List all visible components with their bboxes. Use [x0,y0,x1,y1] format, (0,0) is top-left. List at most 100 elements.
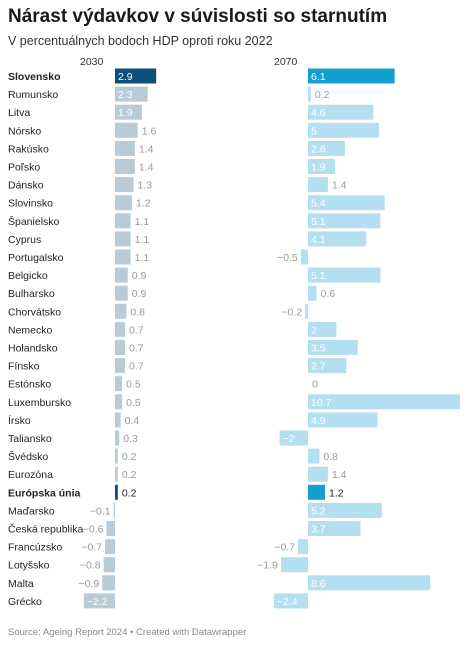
bar-2030-taliansko [115,430,120,446]
bar-2030-portugalsko [115,249,131,265]
bar-2070-europska-unia [308,484,326,500]
category-label-polsko: Poľsko [8,162,40,174]
value-label-2070-slovinsko: 5.4 [311,198,326,210]
value-label-2030-norsko: 1.6 [142,125,157,137]
bar-2030-finsko [115,358,125,374]
value-label-2030-litva: 1.9 [118,107,133,119]
value-label-2070-spanielsko: 5.1 [311,216,326,228]
value-label-2030-rumunsko: 2.3 [118,89,133,101]
bar-2030-slovinsko [115,195,133,211]
value-label-2070-norsko: 5 [311,125,317,137]
bar-2070-malta [308,575,431,591]
value-label-2070-bulharsko: 0.6 [321,288,336,300]
bar-2070-slovinsko [308,195,385,211]
category-label-chorvatsko: Chorvátsko [8,306,61,318]
category-label-ceska-republika: Česká republika [8,523,83,536]
category-label-madarsko: Maďarsko [8,505,55,517]
value-label-2030-luxembursko: 0.5 [126,397,141,409]
category-label-luxembursko: Luxembursko [8,397,71,409]
column-header-2070: 2070 [274,56,298,68]
category-label-portugalsko: Portugalsko [8,252,64,264]
value-label-2070-nemecko: 2 [311,324,317,336]
bar-2030-rumunsko [115,86,148,102]
value-label-2070-holandsko: 3.5 [311,343,326,355]
bar-2070-finsko [308,358,347,374]
category-label-nemecko: Nemecko [8,324,53,336]
bar-2070-belgicko [308,267,381,283]
bar-2070-portugalsko [300,249,308,265]
value-label-2070-francuzsko: −0.7 [274,542,295,554]
value-label-2070-taliansko: −2 [283,433,295,445]
value-label-2030-irsko: 0.4 [125,415,140,427]
value-label-2030-francuzsko: −0.7 [81,542,102,554]
bar-2030-norsko [115,122,138,138]
value-label-2030-cyprus: 1.1 [135,234,150,246]
category-label-bulharsko: Bulharsko [8,288,55,300]
value-label-2070-madarsko: 5.2 [311,505,326,517]
bar-2070-taliansko [279,430,308,446]
value-label-2030-madarsko: −0.1 [90,505,111,517]
bar-2070-irsko [308,412,378,428]
bar-2030-litva [115,104,142,120]
value-label-2030-svedsko: 0.2 [122,451,137,463]
value-label-2030-chorvatsko: 0.8 [130,306,145,318]
bar-2030-grecko [83,593,115,609]
value-label-2070-rakusko: 2.6 [311,143,326,155]
bar-2030-dansko [115,177,134,193]
value-label-2030-spanielsko: 1.1 [135,216,150,228]
value-label-2070-slovensko: 6.1 [311,71,326,83]
value-label-2070-europska-unia: 1.2 [329,487,344,499]
bar-2030-rakusko [115,140,135,156]
value-label-2070-rumunsko: 0.2 [315,89,330,101]
bar-2030-lotyssko [103,557,115,573]
bar-2070-spanielsko [308,213,381,229]
category-label-eurozona: Eurozóna [8,469,53,481]
bar-2070-litva [308,104,374,120]
value-label-2070-chorvatsko: −0.2 [281,306,302,318]
value-label-2070-svedsko: 0.8 [323,451,338,463]
source-note: Source: Ageing Report 2024 • Created wit… [8,627,247,638]
bar-2070-holandsko [308,340,358,355]
bar-2030-chorvatsko [115,303,127,319]
value-label-2070-grecko: −2.4 [277,596,298,608]
category-label-cyprus: Cyprus [8,234,41,246]
category-label-dansko: Dánsko [8,180,44,192]
value-label-2070-malta: 8.6 [311,578,326,590]
value-label-2030-lotyssko: −0.8 [80,560,101,572]
value-label-2030-dansko: 1.3 [137,180,152,192]
bar-2070-eurozona [308,466,328,482]
bar-2070-norsko [308,122,379,138]
category-label-finsko: Fínsko [8,361,40,373]
value-label-2070-polsko: 1.9 [311,162,326,174]
bar-2070-chorvatsko [305,303,308,319]
bar-2070-svedsko [308,448,320,464]
bar-2030-belgicko [115,267,128,283]
value-label-2070-finsko: 2.7 [311,361,326,373]
category-label-norsko: Nórsko [8,125,41,137]
bar-2070-francuzsko [298,539,308,555]
value-label-2070-belgicko: 5.1 [311,270,326,282]
bar-2070-grecko [273,593,308,609]
category-label-taliansko: Taliansko [8,433,52,445]
bar-2070-dansko [308,177,328,193]
bar-2070-nemecko [308,321,337,337]
value-label-2030-eurozona: 0.2 [122,469,137,481]
value-label-2070-ceska-republika: 3.7 [311,524,326,536]
value-label-2030-slovinsko: 1.2 [136,198,151,210]
category-label-lotyssko: Lotyšsko [8,560,50,572]
bar-2030-polsko [115,159,135,174]
column-header-2030: 2030 [80,56,104,68]
bar-2030-luxembursko [115,394,123,410]
bar-2030-nemecko [115,321,125,337]
value-label-2030-portugalsko: 1.1 [135,252,150,264]
bar-2030-europska-unia [115,484,118,500]
category-label-grecko: Grécko [8,596,42,608]
value-label-2030-polsko: 1.4 [139,162,154,174]
category-label-francuzsko: Francúzsko [8,542,62,554]
category-label-europska-unia: Európska únia [8,487,81,499]
bar-2070-rumunsko [308,86,311,102]
value-label-2030-slovensko: 2.9 [118,71,133,83]
value-label-2070-portugalsko: −0.5 [277,252,298,264]
value-label-2030-finsko: 0.7 [129,361,144,373]
